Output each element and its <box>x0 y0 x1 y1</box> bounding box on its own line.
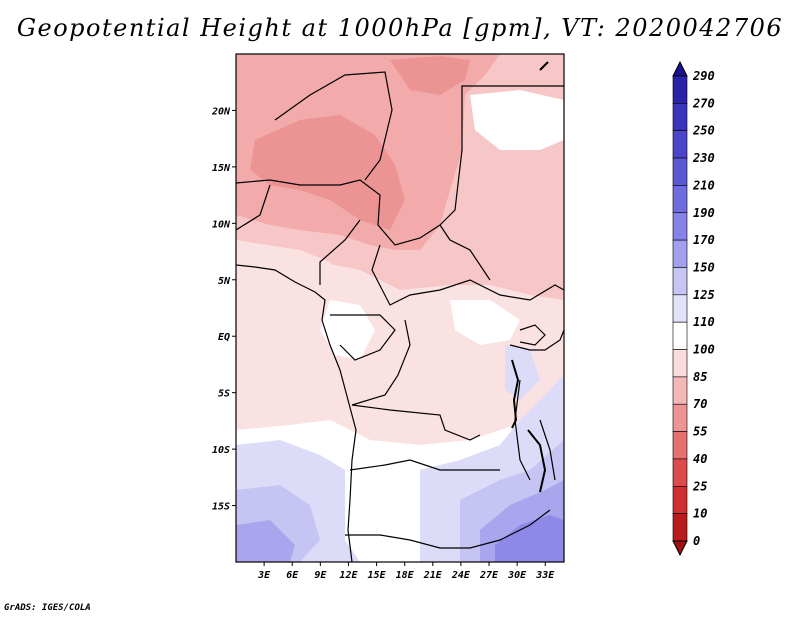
field-southeast-deep <box>495 515 564 562</box>
colorbar-bottom-arrow <box>672 540 688 557</box>
colorbar-segment <box>672 157 688 186</box>
colorbar-segment <box>672 485 688 514</box>
colorbar-level-label: 170 <box>693 233 715 247</box>
field-southwest-mid <box>236 520 295 562</box>
border-central-b <box>371 244 564 306</box>
lon-tick-label: 30E <box>507 570 527 581</box>
border-sahel-a <box>236 85 564 246</box>
field-north-deep <box>390 56 470 95</box>
colorbar-segment <box>672 458 688 487</box>
border-gabon <box>330 314 396 361</box>
lat-tick-label: 5S <box>218 389 230 400</box>
lon-tick-label: 6E <box>286 570 299 581</box>
border-central-a <box>319 219 361 285</box>
border-south <box>345 509 551 549</box>
border-sahel-b <box>274 71 393 181</box>
border-sahel-c <box>236 184 271 231</box>
lon-tick-label: 21E <box>423 570 443 581</box>
height-field <box>236 54 564 562</box>
colorbar: 2902702502302101901701501251101008570554… <box>672 60 715 557</box>
lat-tick-label: 15S <box>212 502 230 513</box>
colorbar-segment <box>672 212 688 241</box>
field-lake-blue <box>505 345 540 400</box>
colorbar-level-label: 210 <box>692 178 715 192</box>
colorbar-level-label: 100 <box>693 343 715 357</box>
lake-victoria <box>519 324 546 346</box>
colorbar-segment <box>672 376 688 405</box>
field-lakes-white <box>450 300 520 345</box>
field-east-white <box>470 90 564 150</box>
colorbar-level-label: 40 <box>693 452 707 466</box>
credit-text: GrADS: IGES/COLA <box>4 603 91 613</box>
lon-tick-label: 9E <box>314 570 327 581</box>
colorbar-level-label: 150 <box>693 260 715 274</box>
lon-tick-label: 3E <box>257 570 271 581</box>
lat-tick-label: 15N <box>212 163 231 174</box>
colorbar-level-label: 70 <box>693 397 707 411</box>
lat-tick-label: 10N <box>212 219 231 230</box>
border-eastafrica <box>509 329 564 351</box>
colorbar-segment <box>672 239 688 268</box>
lon-tick-label: 24E <box>451 570 471 581</box>
lon-axis: 3E 6E 9E 12E 15E 18E 21E 24E 27E 30E 33E <box>257 562 555 581</box>
colorbar-segment <box>672 403 688 432</box>
colorbar-level-label: 0 <box>693 534 700 548</box>
lat-tick-label: 20N <box>211 106 231 117</box>
colorbar-segment <box>672 513 688 542</box>
field-core-deep <box>250 115 405 230</box>
colorbar-level-label: 230 <box>692 151 715 165</box>
colorbar-segment <box>672 267 688 296</box>
colorbar-top-arrow <box>672 60 688 77</box>
lon-tick-label: 15E <box>368 570 387 581</box>
lake-malawi <box>527 429 547 493</box>
colorbar-level-label: 10 <box>693 507 707 521</box>
border-central-c <box>439 224 491 281</box>
lat-tick-label: EQ <box>218 332 230 343</box>
colorbar-segment <box>672 130 688 159</box>
border-drc <box>351 319 481 441</box>
north-feature <box>539 61 549 71</box>
lat-tick-label: 5N <box>218 276 231 287</box>
colorbar-level-label: 270 <box>692 96 715 110</box>
colorbar-segment <box>672 75 688 104</box>
colorbar-level-label: 55 <box>693 425 707 439</box>
border-angola <box>349 459 500 471</box>
colorbar-segment <box>672 294 688 323</box>
borders <box>236 61 564 562</box>
lat-axis: 20N 15N 10N 5N EQ 5S 10S 15S <box>211 106 236 513</box>
colorbar-level-label: 25 <box>692 479 707 493</box>
colorbar-segment <box>672 349 688 378</box>
colorbar-level-label: 250 <box>692 124 715 138</box>
colorbar-level-label: 125 <box>693 288 715 302</box>
lon-tick-label: 27E <box>479 570 499 581</box>
lon-tick-label: 12E <box>339 570 358 581</box>
colorbar-segment <box>672 431 688 460</box>
border-mozambique <box>539 419 556 481</box>
map-frame <box>235 53 565 563</box>
colorbar-segment <box>672 103 688 132</box>
colorbar-level-label: 290 <box>692 69 715 83</box>
colorbar-segment <box>672 185 688 214</box>
border-malawi <box>514 379 531 481</box>
lake-tanganyika <box>511 359 520 429</box>
colorbar-level-label: 110 <box>693 315 715 329</box>
lat-tick-label: 10S <box>212 445 230 456</box>
colorbar-segment <box>672 321 688 350</box>
map-title: Geopotential Height at 1000hPa [gpm], VT… <box>16 14 784 42</box>
colorbar-level-label: 190 <box>693 206 715 220</box>
field-coast-pale <box>236 240 420 370</box>
lon-tick-label: 18E <box>396 570 415 581</box>
lon-tick-label: 33E <box>535 570 555 581</box>
west-coastline <box>236 264 357 562</box>
colorbar-level-label: 85 <box>693 370 707 384</box>
